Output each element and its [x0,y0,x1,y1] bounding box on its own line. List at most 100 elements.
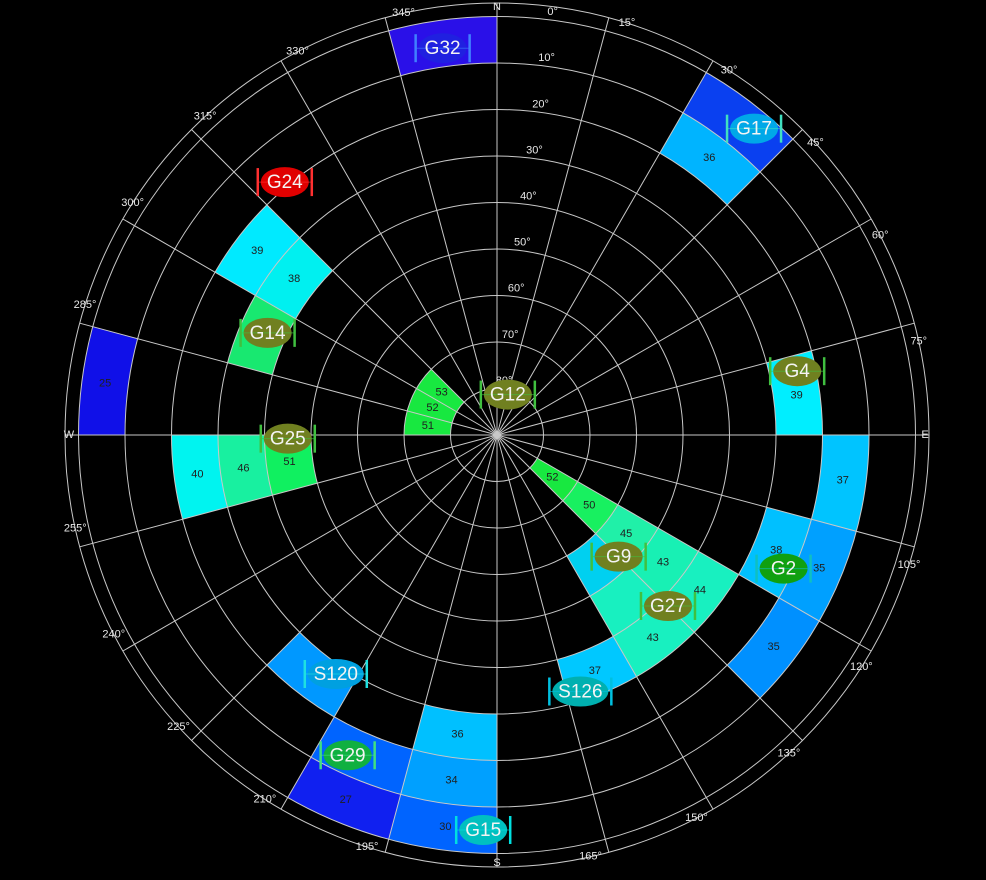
compass-label: E [921,429,928,441]
signal-cell [78,326,138,435]
snr-label: 35 [813,562,825,574]
azimuth-label: 60° [872,229,889,241]
compass-label: N [493,1,501,13]
azimuth-label: 135° [777,747,800,759]
elevation-label: 50° [514,237,531,249]
azimuth-spoke [496,129,803,436]
signal-cell [727,597,820,699]
satellite-label: G15 [465,820,501,841]
satellite-label: S120 [314,664,358,685]
azimuth-label: 255° [64,522,87,534]
satellites: G32 G17 G24 G14 G25 G12 G4 G2 G9 G27 S126 S120 G29 G1… [239,33,826,846]
elevation-label: 10° [538,52,555,64]
azimuth-spoke [79,434,498,548]
elevation-label: 60° [508,283,525,295]
azimuth-label: 165° [579,851,602,863]
signal-cell [171,435,228,520]
snr-label: 35 [768,641,780,653]
azimuth-spoke [496,218,872,436]
cells [78,16,869,854]
azimuth-label: 210° [254,793,277,805]
azimuth-label: 150° [685,812,708,824]
snr-label: 50 [583,500,595,512]
signal-cell [566,533,629,597]
azimuth-label: 120° [850,661,873,673]
azimuth-spoke [496,434,714,810]
snr-label: 46 [237,462,249,474]
signal-cell [590,566,662,637]
snr-label: 43 [657,556,669,568]
labels: 2236393825404651535251393738353552504543… [64,1,929,869]
compass-label: W [64,429,75,441]
signal-cell [778,519,857,621]
azimuth-label: 300° [121,197,144,209]
elevation-label: 0° [547,6,558,18]
azimuth-label: 45° [807,137,824,149]
azimuth-spoke [496,434,915,548]
snr-label: 37 [589,665,601,677]
snr-label: 51 [283,456,295,468]
azimuth-spoke [280,434,498,810]
snr-label: 36 [451,729,463,741]
satellite-label: G17 [736,119,772,140]
azimuth-spoke [280,60,498,436]
snr-label: 40 [191,468,203,480]
azimuth-label: 240° [102,628,125,640]
snr-label: 36 [703,152,715,164]
signal-cell [287,757,401,840]
satellite-label: G14 [250,323,286,344]
satellite-label: G12 [490,385,526,406]
azimuth-label: 285° [74,299,97,311]
azimuth-spoke [496,434,803,741]
snr-label: 39 [251,245,263,257]
signal-cell [215,204,300,296]
signal-cell [628,528,699,600]
azimuth-label: 330° [286,46,309,58]
signal-cell [659,112,761,205]
azimuth-spoke [384,434,498,853]
grid [64,2,930,868]
snr-label: 27 [340,794,352,806]
snr-label: 34 [445,775,457,787]
azimuth-spoke [496,322,915,436]
azimuth-spoke [496,434,610,853]
azimuth-spoke [122,434,498,652]
elevation-label: 40° [520,190,537,202]
compass-label: S [493,857,500,869]
snr-label: 52 [546,471,558,483]
signal-cell [255,237,333,319]
azimuth-spoke [191,129,498,436]
snr-label: 44 [694,585,706,597]
satellite-label: G27 [650,596,686,617]
snr-label: 38 [288,273,300,285]
signal-cell [811,435,869,532]
snr-label: 51 [422,420,434,432]
snr-label: 38 [770,545,782,557]
elevation-label: 30° [526,144,543,156]
azimuth-spoke [79,322,498,436]
satellite-label: G24 [267,172,303,193]
snr-label: 39 [791,389,803,401]
satellite-label: G32 [425,38,461,59]
azimuth-label: 315° [194,110,217,122]
snr-label: 37 [837,474,849,486]
satellite-label: G25 [270,429,306,450]
azimuth-label: 105° [898,559,921,571]
snr-label: 53 [436,386,448,398]
satellite-label: S126 [558,682,602,703]
signal-cell [400,749,497,807]
snr-label: 52 [426,402,438,414]
satellite-label: G9 [606,547,631,568]
azimuth-spoke [496,60,714,436]
azimuth-spoke [384,17,498,436]
signal-cell [416,369,465,412]
signal-cell [404,410,453,435]
satellite-label: G2 [771,559,796,580]
signal-cell [562,481,618,534]
signal-cell [529,458,578,501]
azimuth-label: 225° [167,721,190,733]
snr-label: 45 [620,528,632,540]
elevation-label: 70° [502,329,519,341]
azimuth-label: 195° [356,841,379,853]
signal-cell [407,388,457,423]
